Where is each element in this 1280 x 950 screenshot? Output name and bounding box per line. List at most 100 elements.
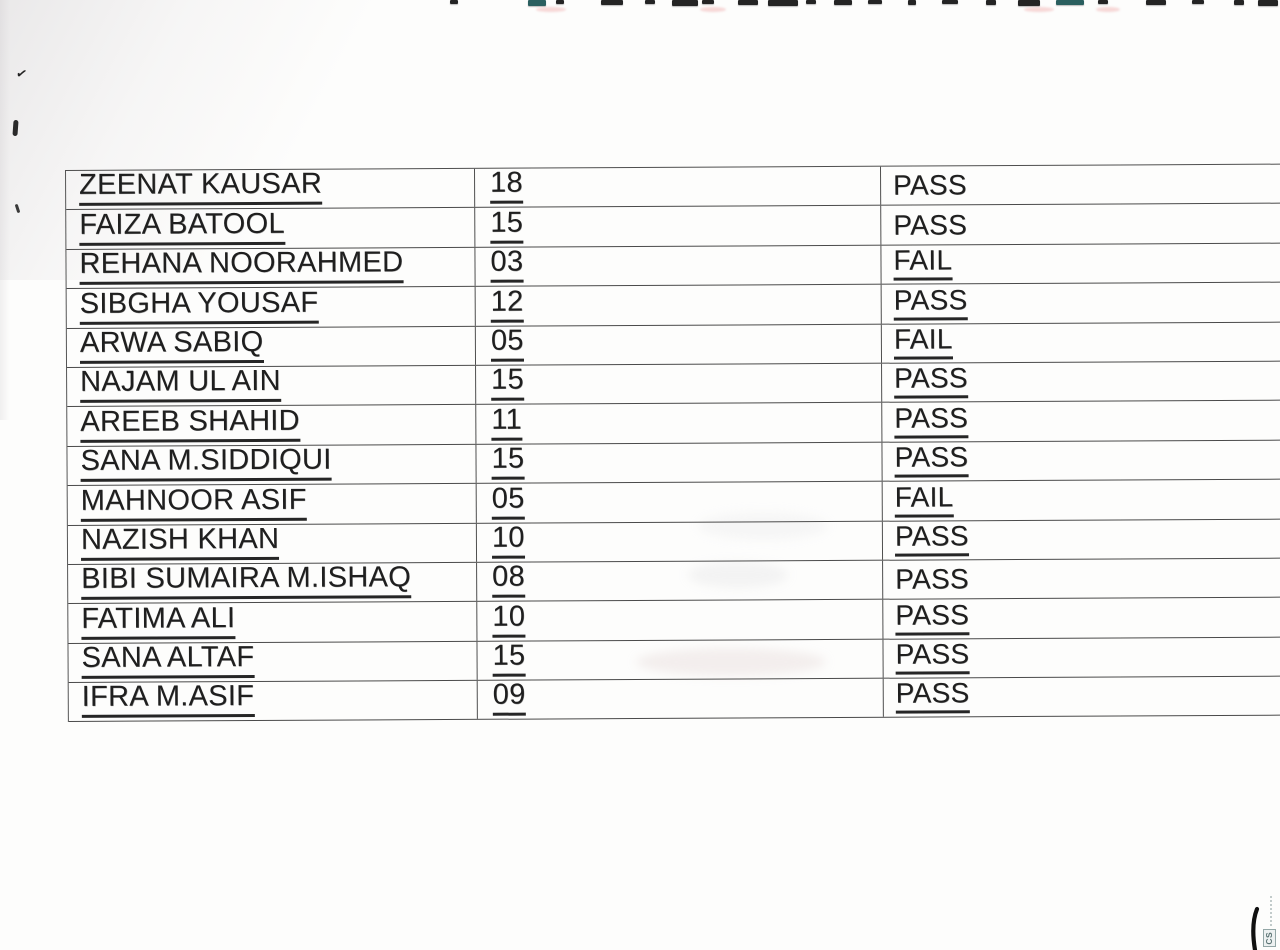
status-value: PASS	[895, 598, 970, 636]
marks-value: 18	[489, 166, 524, 205]
status-cell: PASS	[881, 519, 1280, 560]
student-name-cell: FATIMA ALI	[68, 601, 476, 643]
marks-cell: 05	[474, 324, 882, 365]
marks-cell: 05	[475, 481, 882, 523]
scan-edge-dash	[768, 0, 798, 6]
student-name: NAJAM UL AIN	[80, 365, 281, 404]
camscanner-stamp: CS	[1263, 929, 1276, 947]
student-name-cell: SANA ALTAF	[68, 641, 476, 683]
marks-value: 10	[491, 521, 525, 559]
table-row: ARWA SABIQ 05 FAIL	[66, 322, 1280, 368]
student-name: SANA ALTAF	[81, 641, 255, 679]
table-row: NAZISH KHAN 10 PASS	[67, 519, 1280, 565]
scan-edge-dash	[942, 0, 958, 4]
table-row: SANA ALTAF 15 PASS	[68, 637, 1280, 684]
student-name: SIBGHA YOUSAF	[79, 286, 319, 325]
status-value: FAIL	[894, 480, 954, 518]
scan-edge-dash	[834, 0, 852, 5]
status-cell: FAIL	[881, 479, 1280, 521]
status-cell: PASS	[882, 676, 1280, 718]
table-row: SIBGHA YOUSAF 12 PASS	[66, 282, 1280, 329]
scan-edge-dash	[672, 0, 698, 6]
status-value: PASS	[894, 441, 969, 478]
marks-value: 03	[490, 245, 524, 283]
scan-edge-dash	[908, 0, 916, 5]
student-name: SANA M.SIDDIQUI	[80, 443, 332, 483]
marks-value: 05	[491, 482, 525, 520]
status-value: PASS	[895, 638, 970, 675]
status-cell: PASS	[881, 400, 1280, 442]
status-cell: PASS	[881, 361, 1280, 403]
marks-value: 05	[490, 324, 524, 362]
status-value: PASS	[895, 677, 970, 715]
table-row: ZEENAT KAUSAR 18 PASS	[66, 164, 1280, 211]
stray-mark-tick	[14, 203, 21, 214]
student-name-cell: ARWA SABIQ	[67, 325, 475, 367]
results-table: ZEENAT KAUSAR 18 PASS FAIZA BATOOL 15 PA…	[65, 163, 1280, 723]
scan-left-edge-shade	[0, 0, 10, 420]
student-name-cell: SIBGHA YOUSAF	[67, 286, 475, 328]
scan-edge-dash	[1258, 0, 1278, 6]
marks-cell: 03	[474, 245, 881, 287]
student-name: BIBI SUMAIRA M.ISHAQ	[81, 561, 412, 601]
stray-mark-dash	[12, 119, 19, 137]
student-name-cell: BIBI SUMAIRA M.ISHAQ	[68, 561, 476, 604]
scan-edge-dash	[1234, 0, 1244, 5]
table-row: BIBI SUMAIRA M.ISHAQ 08 PASS	[68, 558, 1280, 605]
student-name-cell: AREEB SHAHID	[67, 404, 475, 446]
scan-edge-dash	[986, 0, 996, 5]
table-row: AREEB SHAHID 11 PASS	[67, 400, 1280, 447]
scan-edge-dash	[738, 0, 758, 5]
marks-cell: 15	[475, 363, 882, 405]
marks-value: 12	[490, 285, 524, 323]
scan-edge-dash	[601, 0, 623, 5]
status-value: PASS	[895, 563, 970, 595]
marks-cell: 09	[476, 678, 883, 720]
status-value: PASS	[893, 209, 968, 241]
status-cell: PASS	[879, 164, 1280, 206]
student-name-cell: REHANA NOORAHMED	[66, 246, 474, 289]
table-row: SANA M.SIDDIQUI 15 PASS	[67, 440, 1280, 487]
table-row: MAHNOOR ASIF 05 FAIL	[67, 479, 1280, 526]
marks-value: 15	[490, 206, 524, 244]
marks-cell: 11	[475, 403, 882, 444]
status-value: PASS	[894, 362, 969, 400]
marks-cell: 08	[476, 560, 883, 602]
student-name: AREEB SHAHID	[80, 404, 300, 443]
scan-edge-dash	[1146, 0, 1166, 5]
status-cell: PASS	[882, 558, 1280, 600]
stray-mark-check: ✓	[14, 64, 29, 83]
scan-edge-smudge	[700, 7, 726, 12]
marks-cell: 15	[474, 206, 881, 247]
student-name: IFRA M.ASIF	[81, 680, 255, 719]
student-name: MAHNOOR ASIF	[80, 483, 307, 522]
status-cell: PASS	[880, 203, 1280, 245]
scanner-microtext-line	[1270, 896, 1272, 928]
marks-value: 11	[491, 403, 523, 441]
status-cell: PASS	[881, 440, 1280, 481]
student-name-cell: SANA M.SIDDIQUI	[67, 443, 475, 486]
scan-edge-dash	[645, 0, 655, 4]
scan-edge-dash	[1056, 0, 1084, 5]
scan-top-edge-artifacts	[0, 0, 1280, 16]
status-cell: FAIL	[880, 322, 1280, 363]
status-cell: PASS	[882, 637, 1280, 678]
table-row: NAJAM UL AIN 15 PASS	[67, 361, 1280, 408]
marks-value: 09	[492, 679, 526, 717]
scan-edge-dash	[556, 0, 564, 4]
scan-edge-smudge	[1096, 7, 1120, 12]
table-row: IFRA M.ASIF 09 PASS	[68, 676, 1280, 723]
student-name: ARWA SABIQ	[79, 325, 264, 364]
marks-value: 15	[491, 363, 525, 402]
status-value: PASS	[893, 169, 968, 202]
status-value: FAIL	[893, 244, 953, 281]
table-row: REHANA NOORAHMED 03 FAIL	[66, 243, 1280, 290]
scan-edge-dash	[1192, 0, 1204, 4]
marks-value: 15	[491, 442, 525, 480]
scan-edge-dash	[1018, 0, 1040, 6]
marks-cell: 10	[475, 521, 883, 562]
marks-value: 15	[492, 639, 526, 677]
marks-cell: 18	[473, 166, 881, 208]
camscanner-stamp-label: CS	[1264, 931, 1275, 945]
marks-value: 08	[492, 560, 526, 599]
